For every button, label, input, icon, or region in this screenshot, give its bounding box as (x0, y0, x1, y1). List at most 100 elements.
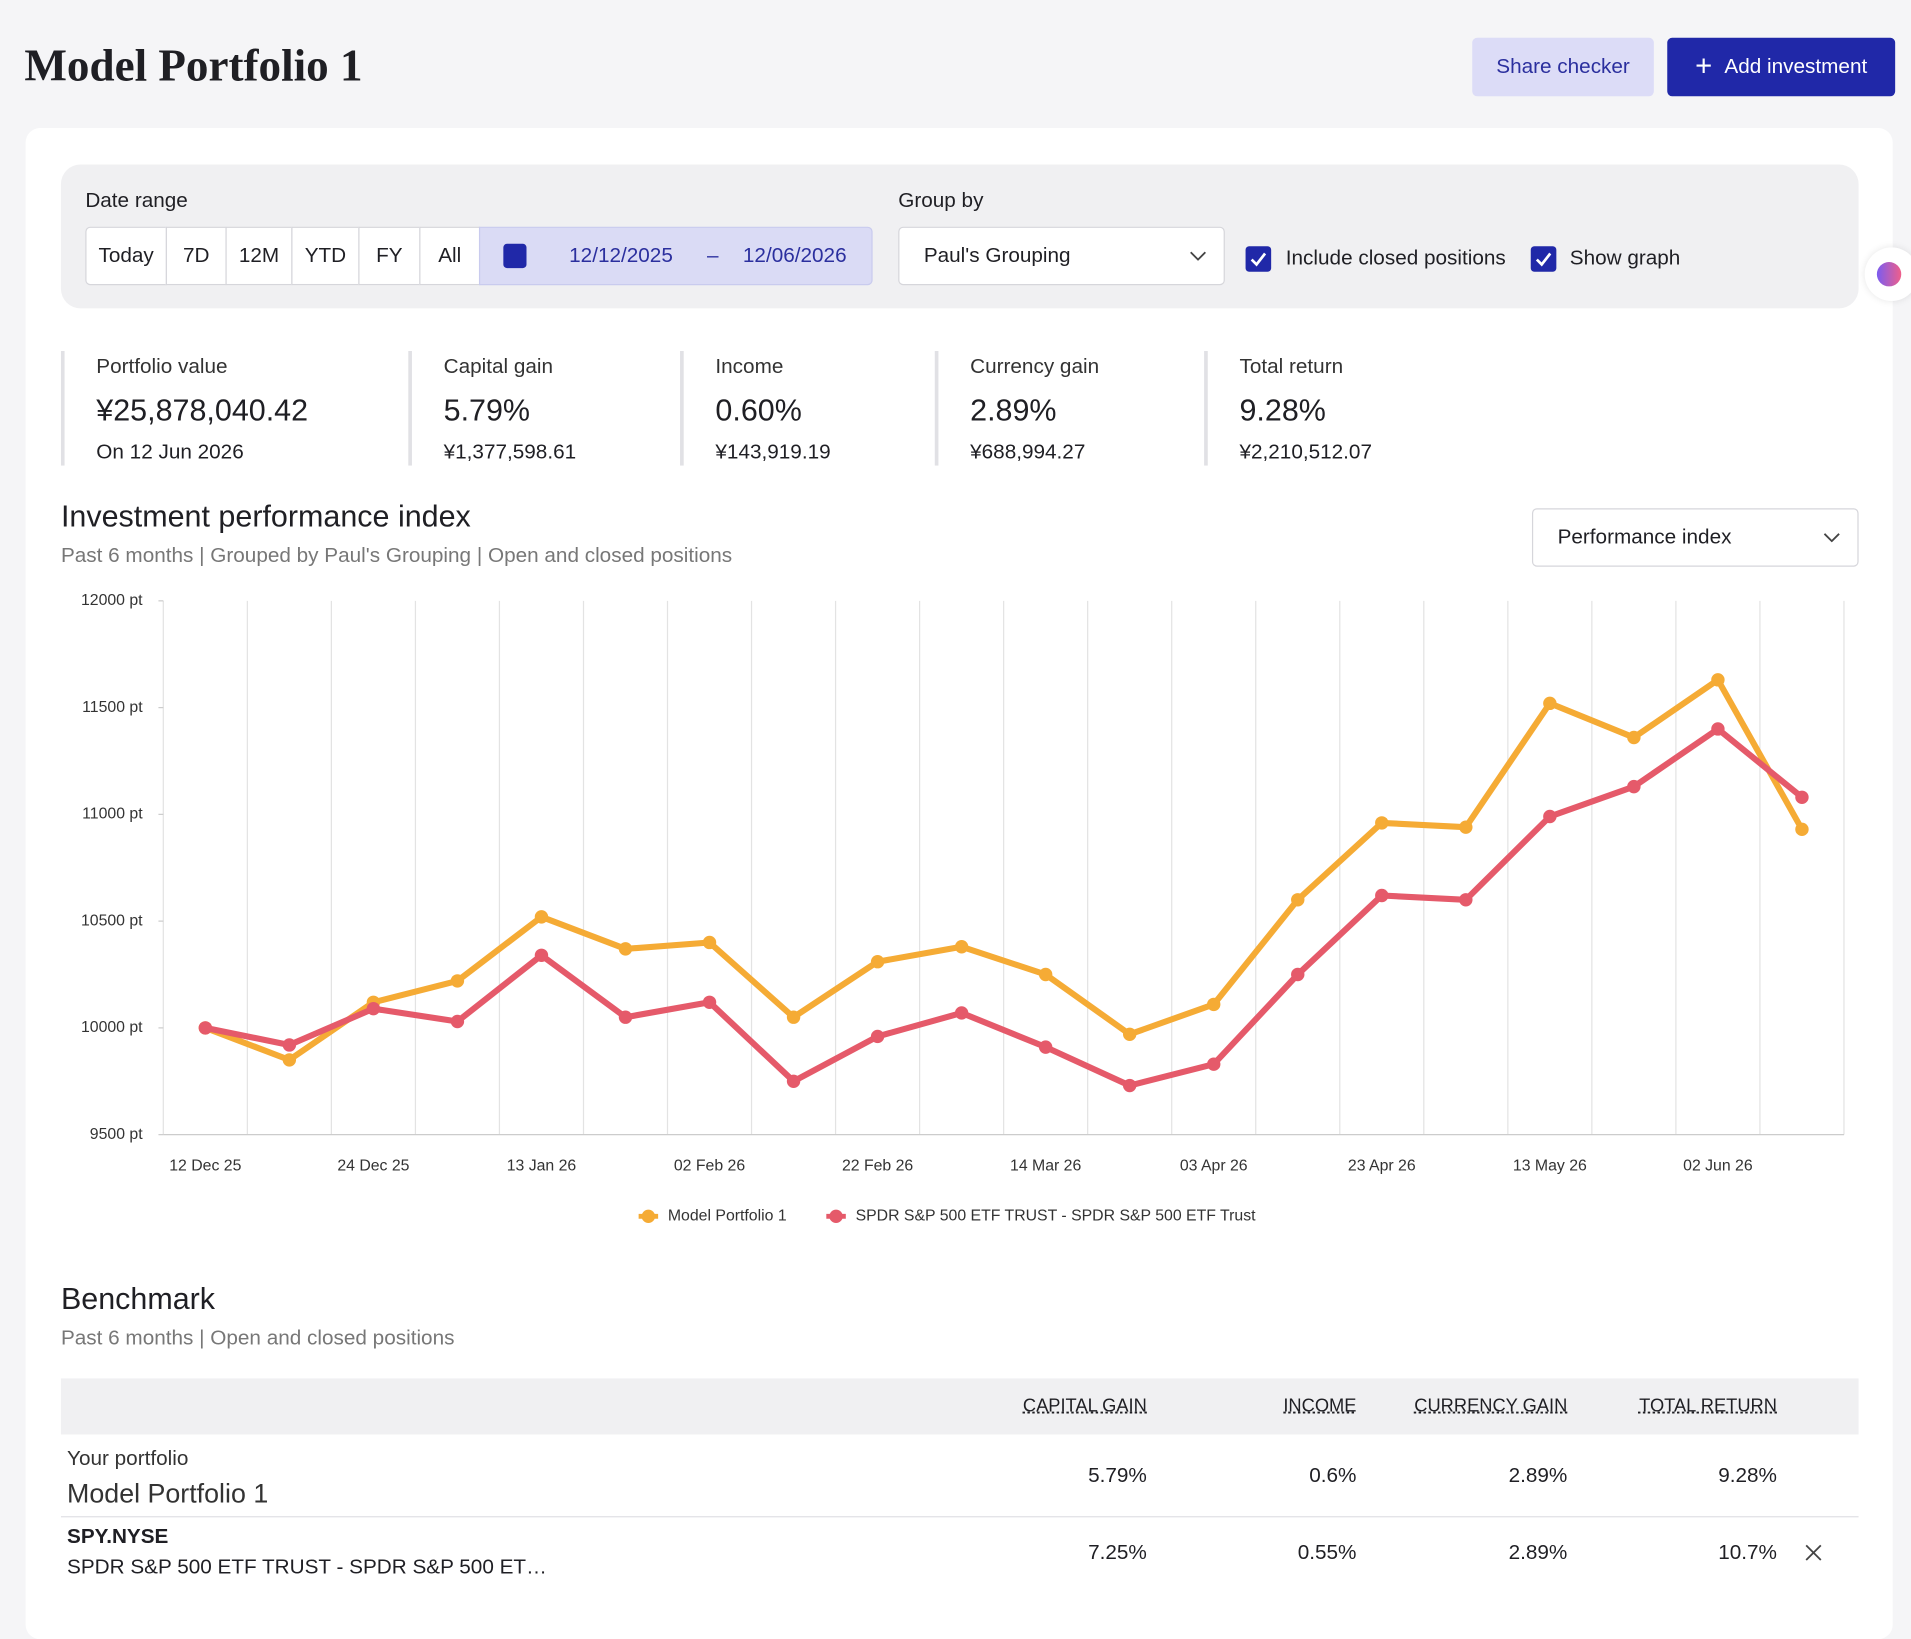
row-label: Your portfolio (67, 1446, 189, 1470)
data-point (1375, 888, 1389, 903)
x-tick-label: 13 Jan 26 (507, 1158, 577, 1175)
cell: 0.55% (1297, 1540, 1357, 1564)
data-point (1795, 790, 1809, 804)
assistant-icon (1876, 262, 1902, 287)
date-picker[interactable]: 12/12/2025 – 12/06/2026 (478, 226, 873, 286)
preset[interactable]: 12M (225, 226, 293, 286)
chart-subtitle: Past 6 months | Grouped by Paul's Groupi… (60, 543, 733, 567)
x-tick-label: 22 Feb 26 (842, 1158, 913, 1175)
preset[interactable]: All (419, 226, 481, 286)
data-point (1207, 997, 1221, 1012)
column-header[interactable]: CURRENCY GAIN (1414, 1395, 1568, 1417)
data-point (1459, 893, 1473, 907)
benchmark-subtitle: Past 6 months | Open and closed position… (60, 1326, 455, 1350)
metric-select[interactable]: Performance index (1531, 508, 1859, 567)
x-tick-label: 02 Jun 26 (1683, 1158, 1753, 1175)
summary-sub: ¥143,919.19 (715, 439, 831, 464)
data-point (366, 1001, 381, 1016)
x-tick-label: 03 Apr 26 (1180, 1158, 1248, 1175)
summary-sub: On 12 Jun 2026 (96, 439, 244, 464)
x-tick-label: 14 Mar 26 (1010, 1158, 1081, 1175)
cell: 2.89% (1508, 1463, 1568, 1487)
page-title: Model Portfolio 1 (24, 41, 363, 92)
chart-title: Investment performance index (60, 499, 471, 534)
summary-sub: ¥2,210,512.07 (1239, 439, 1372, 464)
table-header (60, 1378, 1859, 1435)
data-point (786, 1074, 801, 1088)
data-point (1122, 1027, 1137, 1042)
assistant-button[interactable] (1864, 247, 1911, 302)
y-tick-label: 11500 pt (82, 699, 143, 716)
checkbox[interactable] (1245, 246, 1272, 272)
data-point (1711, 673, 1725, 687)
group-by-value: Paul's Grouping (923, 243, 1071, 267)
chart: 9500 pt 10000 pt 10500 pt 11000 pt 11500 pt 1… (81, 592, 1845, 1225)
data-point (702, 935, 717, 950)
data-point (282, 1038, 297, 1052)
checkbox-label: Show graph (1569, 246, 1681, 270)
data-point (1711, 722, 1725, 736)
row-code: SPY.NYSE (67, 1524, 169, 1548)
data-point (786, 1010, 801, 1024)
x-tick-label: 13 May 26 (1513, 1158, 1587, 1175)
checkbox-label: Include closed positions (1285, 246, 1506, 270)
data-point (870, 954, 885, 969)
preset[interactable]: 7D (165, 226, 227, 286)
data-point (618, 1010, 633, 1024)
preset[interactable]: Today (85, 226, 167, 286)
start-date: 12/12/2025 (569, 243, 673, 267)
data-point (450, 974, 465, 988)
share-button[interactable]: Share checker (1472, 37, 1654, 97)
check (1535, 252, 1552, 267)
summary-item: Income 0.60% ¥143,919.19 (680, 351, 831, 466)
column-header[interactable]: INCOME (1283, 1395, 1357, 1417)
data-point (1627, 730, 1641, 745)
summary-value: 2.89% (970, 393, 1057, 428)
checkbox[interactable] (1530, 246, 1557, 272)
data-point (198, 1021, 213, 1035)
preset[interactable]: YTD (291, 226, 360, 286)
chevron (1823, 533, 1840, 543)
summary-label: Income (715, 354, 784, 378)
data-point (1122, 1078, 1137, 1093)
data-point (534, 948, 549, 962)
data-point (1627, 779, 1641, 794)
data-point (1543, 696, 1557, 711)
summary-label: Currency gain (970, 354, 1100, 378)
y-tick-label: 12000 pt (81, 592, 143, 609)
add-label: Add investment (1724, 54, 1868, 78)
summary-label: Total return (1239, 354, 1344, 378)
legend-marker (829, 1209, 843, 1224)
summary-value: 9.28% (1239, 393, 1326, 428)
data-point (1459, 820, 1473, 834)
column-header[interactable]: TOTAL RETURN (1639, 1395, 1777, 1417)
metric-value: Performance index (1557, 525, 1732, 549)
summary-value: 5.79% (443, 393, 531, 428)
row-divider (60, 1516, 1859, 1518)
cell: 10.7% (1718, 1540, 1777, 1564)
add-button[interactable]: + Add investment (1667, 37, 1896, 97)
summary-value: 0.60% (715, 393, 802, 428)
data-point (1291, 967, 1305, 982)
data-point (702, 995, 717, 1009)
data-point (870, 1029, 885, 1044)
x-tick-label: 12 Dec 25 (169, 1158, 241, 1175)
cell: 5.79% (1088, 1463, 1147, 1487)
column-header[interactable]: CAPITAL GAIN (1022, 1395, 1147, 1417)
legend-label: SPDR S&P 500 ETF TRUST - SPDR S&P 500 ET… (856, 1208, 1257, 1225)
cell: 9.28% (1718, 1463, 1777, 1487)
cell: 7.25% (1088, 1540, 1147, 1564)
summary-item: Capital gain 5.79% ¥1,377,598.61 (408, 351, 576, 466)
data-point (618, 942, 633, 956)
summary-value: ¥25,878,040.42 (96, 393, 309, 428)
data-point (1543, 809, 1557, 824)
preset[interactable]: FY (358, 226, 421, 286)
remove-button[interactable] (1805, 1544, 1822, 1561)
benchmark-title: Benchmark (60, 1282, 216, 1317)
y-tick-label: 10000 pt (81, 1019, 143, 1036)
y-tick-label: 11000 pt (82, 806, 143, 823)
legend-marker (641, 1209, 656, 1224)
group-by-select[interactable]: Paul's Grouping (898, 226, 1225, 286)
